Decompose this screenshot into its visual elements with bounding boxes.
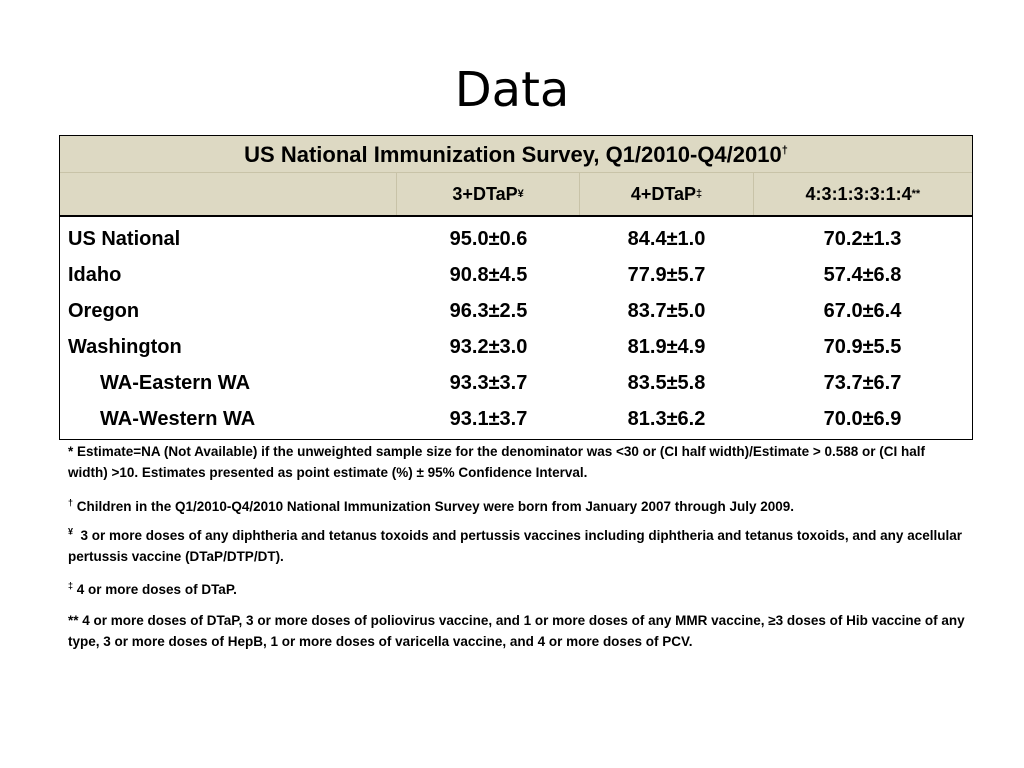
column-header-row: 3+DTaP ¥ 4+DTaP ‡ 4:3:1:3:3:1:4 ** xyxy=(60,173,972,215)
table-caption-text: US National Immunization Survey, Q1/2010… xyxy=(244,142,782,167)
cell-4dtap: 81.3±6.2 xyxy=(627,407,706,430)
cell-series: 67.0±6.4 xyxy=(823,299,902,322)
immunization-table: US National Immunization Survey, Q1/2010… xyxy=(59,135,973,440)
cell-3dtap: 93.3±3.7 xyxy=(449,371,528,394)
cell-4dtap: 83.5±5.8 xyxy=(627,371,706,394)
slide-title: Data xyxy=(454,62,570,118)
cell-3dtap: 90.8±4.5 xyxy=(449,263,528,286)
table-caption: US National Immunization Survey, Q1/2010… xyxy=(60,136,972,173)
table-header: US National Immunization Survey, Q1/2010… xyxy=(60,136,972,217)
cell-4dtap: 83.7±5.0 xyxy=(627,299,706,322)
row-name: US National xyxy=(68,227,181,250)
footnote-text: 3 or more doses of any diphtheria and te… xyxy=(68,528,962,564)
footnote-yen: ¥ 3 or more doses of any diphtheria and … xyxy=(68,525,968,567)
table-row: Idaho 90.8±4.5 77.9±5.7 57.4±6.8 xyxy=(60,257,972,293)
cell-series: 70.0±6.9 xyxy=(823,407,902,430)
cell-3dtap: 93.1±3.7 xyxy=(449,407,528,430)
cell-series: 70.2±1.3 xyxy=(823,227,902,250)
column-header-series: 4:3:1:3:3:1:4 ** xyxy=(752,173,972,215)
table-body: US National 95.0±0.6 84.4±1.0 70.2±1.3 I… xyxy=(60,217,972,439)
footnote-mark: † xyxy=(68,497,74,508)
row-name: Washington xyxy=(68,335,182,358)
cell-3dtap: 93.2±3.0 xyxy=(449,335,528,358)
cell-3dtap: 95.0±0.6 xyxy=(449,227,528,250)
table-row: WA-Western WA 93.1±3.7 81.3±6.2 70.0±6.9 xyxy=(60,401,972,437)
cell-4dtap: 84.4±1.0 xyxy=(627,227,706,250)
footnote-mark: ¥ xyxy=(68,526,74,537)
cell-series: 73.7±6.7 xyxy=(823,371,902,394)
caption-footnote-mark: † xyxy=(781,144,788,157)
table-row: WA-Eastern WA 93.3±3.7 83.5±5.8 73.7±6.7 xyxy=(60,365,972,401)
cell-4dtap: 77.9±5.7 xyxy=(627,263,706,286)
row-name: WA-Western WA xyxy=(100,407,256,430)
footnote-double-star: ** 4 or more doses of DTaP, 3 or more do… xyxy=(68,613,965,649)
column-header-label: 4+DTaP xyxy=(630,183,697,204)
footnote-text: 4 or more doses of DTaP. xyxy=(76,582,237,597)
column-header-blank xyxy=(60,173,396,215)
footnote-text: Children in the Q1/2010-Q4/2010 National… xyxy=(76,499,795,514)
footnote-estimate: * Estimate=NA (Not Available) if the unw… xyxy=(68,444,926,480)
cell-3dtap: 96.3±2.5 xyxy=(449,299,528,322)
column-header-label: 4:3:1:3:3:1:4 xyxy=(805,183,912,204)
table-row: Oregon 96.3±2.5 83.7±5.0 67.0±6.4 xyxy=(60,293,972,329)
cell-4dtap: 81.9±4.9 xyxy=(627,335,706,358)
footnote-mark: ‡ xyxy=(68,580,74,591)
footnotes: * Estimate=NA (Not Available) if the unw… xyxy=(68,441,968,652)
footnote-ddagger: ‡ 4 or more doses of DTaP. xyxy=(68,579,968,600)
column-header-4dtap: 4+DTaP ‡ xyxy=(579,173,752,215)
table-row: Washington 93.2±3.0 81.9±4.9 70.9±5.5 xyxy=(60,329,972,365)
footnote-dagger: † Children in the Q1/2010-Q4/2010 Nation… xyxy=(68,496,968,517)
cell-series: 70.9±5.5 xyxy=(823,335,902,358)
table-row: US National 95.0±0.6 84.4±1.0 70.2±1.3 xyxy=(60,221,972,257)
column-header-3dtap: 3+DTaP ¥ xyxy=(395,173,579,215)
row-name: WA-Eastern WA xyxy=(100,371,251,394)
row-name: Oregon xyxy=(68,299,140,322)
row-name: Idaho xyxy=(68,263,122,286)
column-header-label: 3+DTaP xyxy=(452,183,518,204)
cell-series: 57.4±6.8 xyxy=(823,263,902,286)
